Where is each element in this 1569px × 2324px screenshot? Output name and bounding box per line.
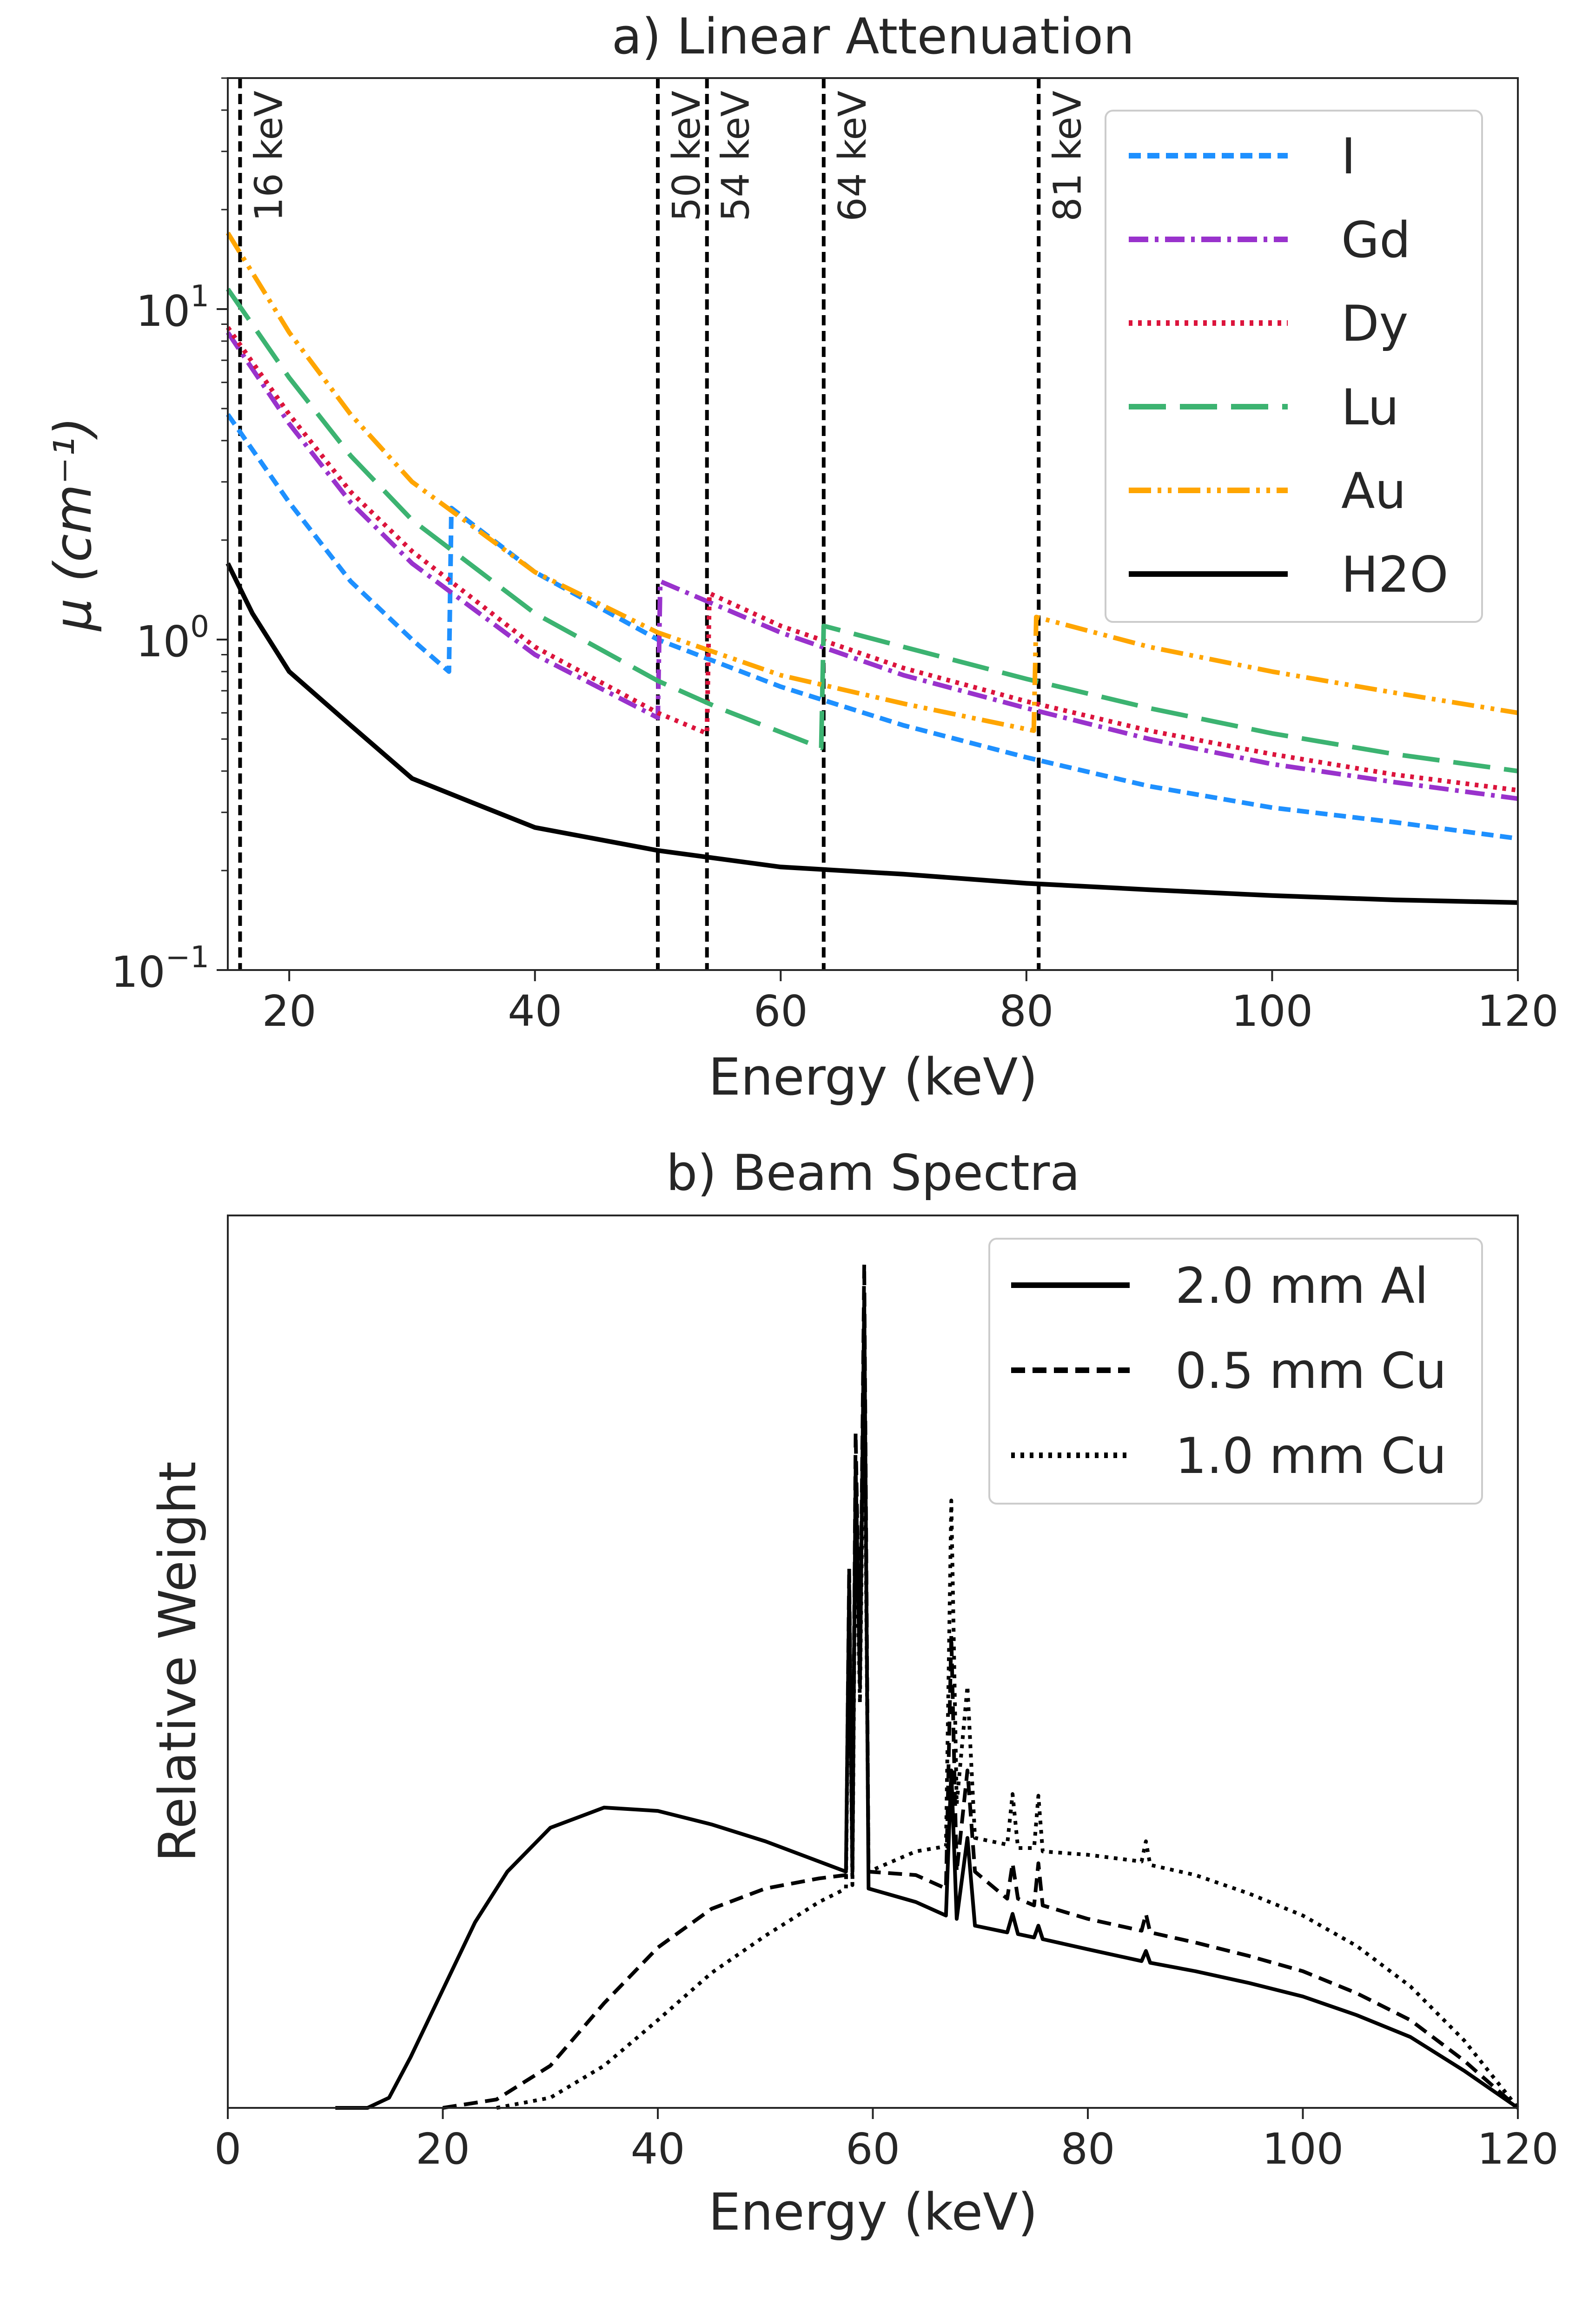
series-line-2-0-mm-al (335, 1296, 1519, 2110)
spectra-xlabel: Energy (keV) (708, 2182, 1038, 2242)
attenuation-frame (227, 77, 1519, 971)
legend-label-h2o: H2O (1341, 546, 1449, 603)
k-edge-label: 16 keV (247, 91, 291, 222)
series-line-au (225, 231, 1518, 733)
attenuation-title: a) Linear Attenuation (612, 8, 1135, 65)
spectra-x-tick-label: 120 (1477, 2124, 1559, 2174)
spectra-frame (227, 1215, 1519, 2109)
attenuation-plot-area: 10−1 100 101 20 40 60 80 100 120 16 keV 50 keV 54 k… (111, 77, 1559, 1036)
k-edge-label-group: 81 keV (1046, 91, 1090, 222)
legend-label-lu: Lu (1341, 379, 1399, 436)
attenuation-y-tick-label: 101 (136, 279, 209, 336)
legend-label-au: Au (1341, 462, 1406, 520)
k-edge-label-group: 16 keV (247, 91, 291, 222)
spectra-x-tick-label: 0 (214, 2124, 242, 2174)
legend-label-1-0-mm-cu: 1.0 mm Cu (1175, 1427, 1447, 1485)
attenuation-ylabel: μ (cm⁻¹) (43, 417, 103, 632)
k-edge-label: 81 keV (1046, 91, 1090, 222)
attenuation-y-tick-label: 10−1 (111, 940, 209, 997)
attenuation-xlabel: Energy (keV) (708, 1047, 1038, 1107)
attenuation-x-tick-label: 40 (508, 986, 562, 1036)
series-line-dy (225, 326, 1518, 793)
series-line-0-5-mm-cu (442, 1262, 1519, 2110)
legend-label-2-0-mm-al: 2.0 mm Al (1175, 1257, 1428, 1314)
k-edge-label: 50 keV (665, 91, 709, 222)
k-edge-label-group: 50 keV (665, 91, 709, 222)
series-line-h2o (225, 562, 1518, 905)
legend-label-gd: Gd (1341, 211, 1410, 269)
spectra-x-tick-label: 80 (1060, 2124, 1115, 2174)
spectra-plot-area: 0 20 40 60 80 100 120 (214, 1262, 1559, 2174)
attenuation-x-tick-label: 80 (999, 986, 1053, 1036)
legend-label-i: I (1341, 128, 1356, 185)
attenuation-y-tick-label: 100 (136, 610, 209, 667)
spectra-ylabel: Relative Weight (148, 1461, 207, 1862)
attenuation-x-tick-label: 120 (1477, 986, 1559, 1036)
spectra-title: b) Beam Spectra (666, 1144, 1080, 1202)
legend-label-0-5-mm-cu: 0.5 mm Cu (1175, 1342, 1447, 1400)
spectra-x-tick-label: 100 (1262, 2124, 1344, 2174)
spectra-x-tick-label: 60 (846, 2124, 900, 2174)
k-edge-label-group: 54 keV (714, 91, 758, 222)
attenuation-x-tick-label: 100 (1231, 986, 1313, 1036)
legend-label-dy: Dy (1341, 295, 1408, 352)
series-line-lu (225, 287, 1518, 773)
spectra-legend-box (988, 1238, 1483, 1505)
spectra-legend: 2.0 mm Al 0.5 mm Cu 1.0 mm Cu (988, 1238, 1483, 1505)
attenuation-legend: I Gd Dy Lu Au H2O (1105, 110, 1483, 623)
attenuation-x-tick-label: 60 (754, 986, 808, 1036)
k-edge-label-group: 64 keV (831, 91, 875, 222)
series-line-gd (225, 331, 1518, 801)
attenuation-x-tick-label: 20 (262, 986, 317, 1036)
attenuation-legend-box (1105, 110, 1483, 623)
spectra-panel: b) Beam Spectra 0 20 40 60 80 100 120 Energy (… (148, 1144, 1559, 2242)
spectra-x-tick-label: 20 (416, 2124, 470, 2174)
k-edge-label: 54 keV (714, 91, 758, 222)
spectra-x-tick-label: 40 (630, 2124, 685, 2174)
k-edge-label: 64 keV (831, 91, 875, 222)
attenuation-panel: a) Linear Attenuation 10−1 100 101 20 40 60 80… (43, 8, 1559, 1107)
